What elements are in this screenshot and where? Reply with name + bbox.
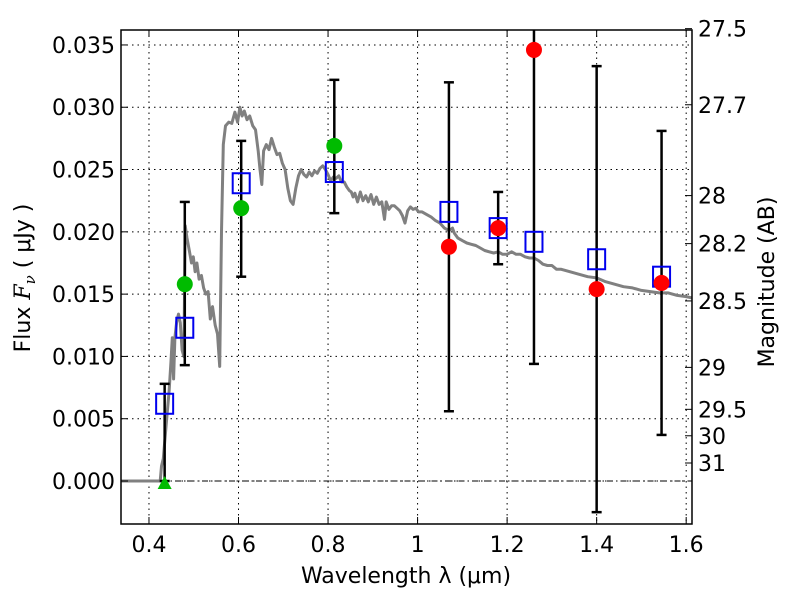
optical-flux-marker <box>233 200 250 217</box>
plot-frame <box>120 29 693 525</box>
y-tick-label: 0.030 <box>52 96 115 121</box>
x-tick-label: 0.4 <box>131 533 166 558</box>
spectrum-group <box>121 105 692 483</box>
model-square-marker <box>524 230 544 253</box>
model-square-marker <box>231 172 251 195</box>
x-tick-label: 0.6 <box>221 533 256 558</box>
y2-axis-label: Magnitude (AB) <box>755 197 780 368</box>
y2-tick-label: 30 <box>698 425 726 450</box>
y2-tick-label: 27.7 <box>698 94 747 119</box>
x-tick-label: 1.6 <box>669 533 704 558</box>
markers-group <box>155 41 672 490</box>
optical-flux-marker <box>176 276 193 293</box>
nir-flux-marker <box>588 281 605 298</box>
y2-tick-label: 27.5 <box>698 18 747 43</box>
y-tick-label: 0.015 <box>52 283 115 308</box>
y-tick-label: 0.005 <box>52 408 115 433</box>
y2-tick-label: 28.2 <box>698 233 747 258</box>
y-axis-label: Flux Fν ( μJy ) <box>11 204 39 353</box>
y-tick-label: 0.020 <box>52 221 115 246</box>
y-tick-labels: 0.000 0.005 0.010 0.015 0.020 0.025 0.030 0.035 <box>52 34 115 495</box>
model-square-marker <box>587 248 607 271</box>
nir-flux-marker <box>490 220 507 237</box>
y2-tick-label: 28.5 <box>698 290 747 315</box>
spectrum-line <box>121 105 692 483</box>
x-tick-label: 1.2 <box>490 533 525 558</box>
model-square-marker <box>324 161 344 184</box>
model-square-marker <box>488 217 508 240</box>
y-tick-label: 0.025 <box>52 159 115 184</box>
model-square-marker <box>439 200 459 223</box>
y-tick-label: 0.035 <box>52 34 115 59</box>
ticks-group <box>121 28 692 524</box>
y2-tick-label: 29 <box>698 356 726 381</box>
y2-tick-label: 28 <box>698 185 726 210</box>
x-axis-label: Wavelength λ (μm) <box>301 564 511 589</box>
model-square-marker <box>175 316 195 339</box>
y2-tick-label: 29.5 <box>698 398 747 423</box>
upper-limit-triangle-marker <box>157 476 172 490</box>
y-tick-label: 0.010 <box>52 345 115 370</box>
x-tick-label: 0.8 <box>311 533 346 558</box>
y-tick-label: 0.000 <box>52 470 115 495</box>
nir-flux-marker <box>525 41 542 58</box>
nir-flux-marker <box>653 274 670 291</box>
optical-flux-marker <box>326 137 343 154</box>
x-tick-label: 1 <box>411 533 425 558</box>
y2-tick-label: 31 <box>698 452 726 477</box>
x-tick-label: 1.4 <box>579 533 614 558</box>
nir-flux-marker <box>440 238 457 255</box>
x-tick-labels: 0.4 0.6 0.8 1 1.2 1.4 1.6 <box>131 533 703 558</box>
model-square-marker <box>155 392 175 415</box>
